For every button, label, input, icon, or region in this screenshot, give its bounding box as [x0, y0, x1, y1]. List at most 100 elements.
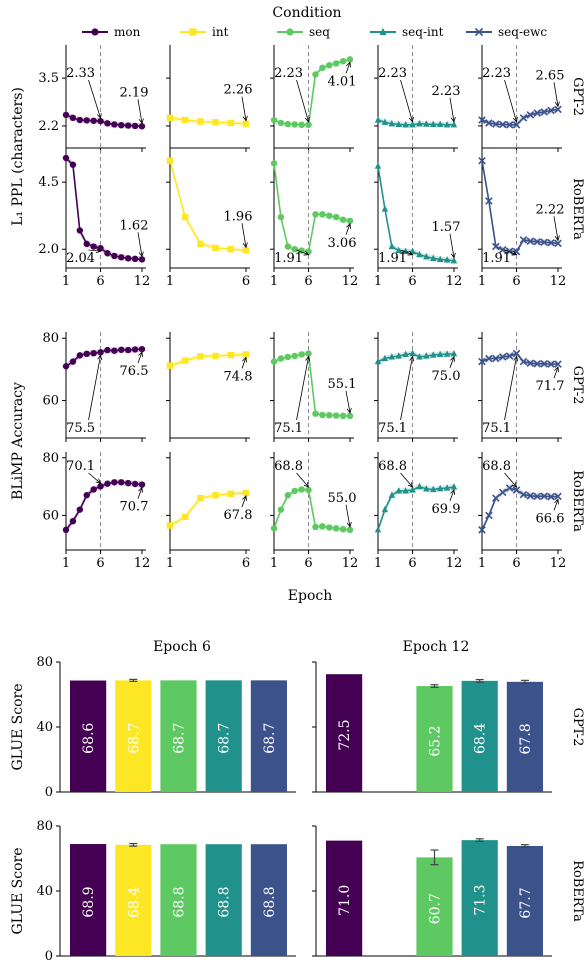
data-point-seq-ewc-e5: [505, 121, 514, 129]
data-point-seq-ewc-e10: [540, 238, 548, 247]
data-point-seq-ewc-e8: [526, 359, 535, 367]
bar-value-label-seq-ewc: 67.8: [518, 723, 534, 754]
data-point-seq-e4: [291, 121, 298, 128]
data-point-seq-int-e3: [388, 242, 396, 250]
annotation-arrow-seq-ewc-1: [553, 498, 559, 511]
annotation-arrow-seq-int-1: [449, 97, 456, 123]
data-point-mon-e11: [131, 255, 139, 263]
data-point-int-e5: [227, 351, 234, 359]
data-point-seq-int-e1: [374, 526, 382, 533]
annotation-arrow-seq-ewc-0: [504, 79, 518, 123]
data-point-seq-int-e2: [381, 505, 389, 513]
annotation-arrow-seq-ewc-1-shaft: [553, 216, 559, 241]
data-point-seq-ewc-e10: [540, 360, 548, 368]
annotation-arrow-seq-ewc-0-head: [512, 116, 518, 123]
data-point-seq-int-e1: [374, 162, 382, 169]
data-point-seq-ewc-e5-stroke-b: [505, 352, 514, 360]
x-tick-label: 12: [134, 274, 151, 289]
annotation-arrow-seq-ewc-1: [553, 366, 559, 379]
blimp-ylabel: BLiMP Accuracy: [10, 382, 26, 500]
series-band: [170, 114, 246, 127]
legend-label-seq: seq: [309, 25, 330, 39]
annotation-seq-ewc-0: 68.8: [482, 459, 511, 474]
annotation-arrow-int-0-shaft: [241, 495, 247, 508]
data-point-seq-int-e10: [436, 255, 444, 263]
data-point-mon-e11: [131, 480, 139, 488]
data-point-seq-ewc-e2: [485, 511, 493, 520]
annotation-arrow-mon-1: [137, 351, 143, 364]
series-line: [377, 165, 455, 262]
data-point-int-e3: [197, 240, 204, 248]
data-point-seq-ewc-e5: [505, 247, 514, 255]
data-point-seq-int-e10: [436, 350, 444, 358]
x-tick-label: 1: [62, 274, 70, 289]
data-point-seq-e7: [312, 71, 319, 78]
annotation-arrow-seq-ewc-0-shaft: [504, 249, 517, 256]
annotation-arrow-seq-ewc-1-head: [554, 366, 559, 373]
x-tick-label: 12: [342, 556, 359, 571]
data-point-seq-ewc-e8-stroke-b: [526, 359, 535, 367]
data-point-seq-e9: [326, 412, 333, 419]
blimp-panel-GPT-2-seq: 75.1 55.1: [270, 332, 356, 442]
data-point-seq-ewc-e12: [554, 239, 562, 248]
x-tick-label: 12: [446, 274, 463, 289]
bar-seq: [416, 857, 453, 956]
annotation-arrow-mon-1-head: [138, 251, 144, 258]
data-point-mon-e10: [124, 479, 132, 487]
bar-seq-ewc: [250, 680, 287, 792]
glue-panel-title-epoch12: Epoch 12: [403, 639, 470, 655]
data-point-seq-e5: [298, 351, 305, 358]
data-point-seq-e5: [298, 486, 305, 493]
annotation-arrow-seq-0-head: [303, 482, 310, 488]
data-point-seq-int-e7: [416, 119, 423, 127]
data-point-seq-ewc-e12-stroke-b: [554, 360, 562, 368]
data-point-seq-ewc-e9-stroke-b: [533, 492, 542, 501]
data-point-seq-int-e4: [395, 487, 402, 494]
data-point-mon-e1: [62, 526, 70, 534]
data-point-seq-e10: [332, 60, 340, 67]
x-tick-label: 1: [374, 556, 382, 571]
data-point-seq-int-e8: [423, 120, 430, 127]
annotation-seq-ewc-1: 71.7: [536, 379, 565, 394]
data-point-seq-ewc-e3: [492, 354, 500, 363]
legend-item-int: int: [180, 25, 229, 39]
annotation-arrow-seq-ewc-1-head: [554, 235, 560, 242]
data-point-seq-e4: [291, 246, 298, 253]
annotation-seq-0: 68.8: [274, 459, 303, 474]
bar-seq-int: [461, 840, 498, 956]
annotation-arrow-seq-int-1-head: [450, 116, 456, 123]
glue-panel-GPT-2-epoch6: 0 40 80 68.6 68.7 68.7 68.7 68.7: [36, 655, 296, 800]
x-tick-label: 1: [270, 274, 278, 289]
bar-mon: [326, 840, 363, 956]
data-point-seq-int-e5: [402, 121, 409, 128]
annotation-arrow-mon-0: [88, 248, 102, 254]
data-point-seq-int-e4: [395, 120, 402, 128]
data-point-mon-e6: [97, 244, 104, 252]
data-point-seq-e3: [284, 353, 292, 361]
data-point-seq-int-e7: [416, 482, 423, 490]
data-point-mon-e3: [76, 116, 84, 124]
data-point-seq-ewc-e12-stroke-b: [554, 492, 562, 501]
annotation-mon-1: 70.7: [120, 500, 149, 515]
annotation-arrow-int-0: [241, 96, 248, 122]
data-point-seq-ewc-e12: [554, 492, 562, 501]
data-point-seq-ewc-e9-stroke-b: [533, 360, 542, 368]
annotation-arrow-seq-0-head: [305, 355, 311, 362]
bar-value-label-seq-ewc: 68.7: [262, 723, 278, 754]
ppl-panel-GPT-2-int: 2.26: [166, 45, 252, 152]
y-tick-label: 60: [42, 508, 59, 523]
annotation-arrow-seq-int-1-head: [450, 252, 456, 259]
bar-value-label-seq: 68.8: [172, 887, 188, 918]
data-point-seq-int-e11: [443, 256, 451, 263]
annotation-seq-ewc-1: 66.6: [536, 511, 565, 526]
data-point-seq-int-e8: [423, 252, 430, 260]
annotation-arrow-seq-ewc-0-shaft: [504, 472, 517, 488]
annotation-arrow-int-0-head: [242, 495, 247, 501]
data-point-seq-e3: [284, 492, 292, 499]
x-tick-label: 12: [446, 556, 463, 571]
annotation-arrow-mon-0-shaft: [88, 79, 101, 119]
data-point-mon-e12: [138, 345, 146, 353]
bar-mon: [70, 844, 107, 956]
data-point-int-e6: [242, 351, 250, 358]
data-point-seq-ewc-e1: [478, 357, 486, 366]
